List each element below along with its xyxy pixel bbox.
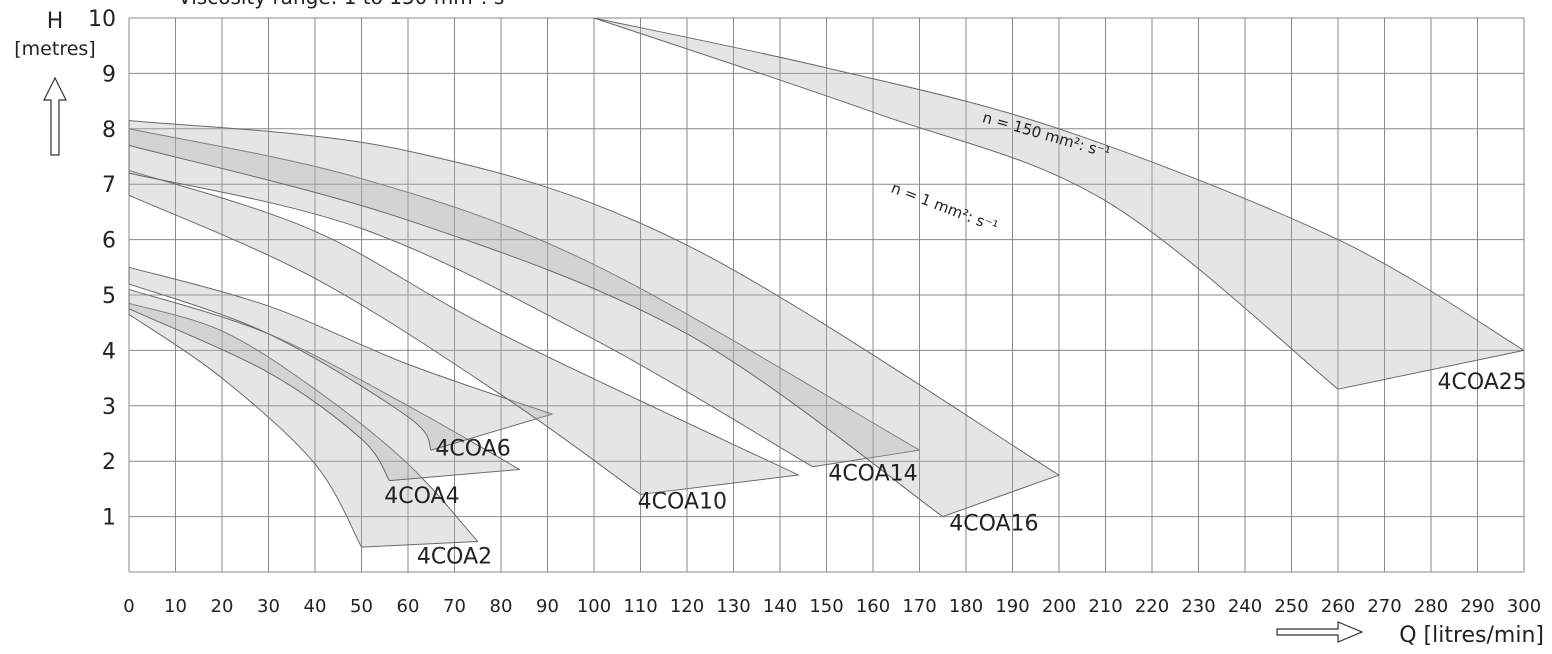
x-tick-label: 280 [1414, 596, 1448, 617]
band-label-4COA6: 4COA6 [435, 437, 510, 462]
y-tick-label: 5 [102, 284, 116, 309]
x-tick-label: 200 [1042, 596, 1076, 617]
x-tick-label: 300 [1507, 596, 1541, 617]
x-tick-label: 130 [716, 596, 750, 617]
x-tick-label: 150 [809, 596, 843, 617]
viscosity-annotation: n = 1 mm²: s⁻¹ [889, 179, 1001, 236]
band-4COA6 [128, 266, 553, 451]
band-label-4COA2: 4COA2 [417, 545, 492, 570]
x-tick-label: 120 [670, 596, 704, 617]
y-tick-label: 3 [102, 395, 116, 420]
x-tick-label: 80 [490, 596, 513, 617]
y-tick-label: 6 [102, 229, 116, 254]
x-tick-label: 30 [257, 596, 280, 617]
x-tick-label: 40 [304, 596, 327, 617]
x-tick-label: 210 [1088, 596, 1122, 617]
y-tick-label: 2 [102, 450, 116, 475]
x-axis-label: Q [litres/min] [1399, 623, 1544, 648]
y-tick-label: 4 [102, 339, 116, 364]
x-tick-label: 240 [1228, 596, 1262, 617]
x-tick-label: 160 [856, 596, 890, 617]
x-tick-label: 260 [1321, 596, 1355, 617]
band-label-4COA14: 4COA14 [828, 462, 917, 487]
band-label-4COA16: 4COA16 [949, 511, 1038, 536]
y-tick-label: 7 [102, 173, 116, 198]
x-tick-label: 10 [164, 596, 187, 617]
x-axis-arrow-icon [1276, 621, 1364, 643]
x-tick-label: 180 [949, 596, 983, 617]
x-tick-label: 140 [763, 596, 797, 617]
x-tick-label: 250 [1274, 596, 1308, 617]
x-tick-label: 0 [123, 596, 134, 617]
y-tick-label: 8 [102, 118, 116, 143]
x-tick-label: 170 [902, 596, 936, 617]
y-axis-label: H [47, 9, 64, 34]
band-4COA25 [593, 17, 1525, 390]
band-4COA10 [128, 169, 800, 495]
band-label-4COA4: 4COA4 [384, 484, 459, 509]
performance-bands [128, 17, 1525, 548]
band-labels: 4COA2 4COA4 4COA6 4COA10 4COA14 4COA16 4COA25 [384, 370, 1527, 570]
y-tick-label: 9 [102, 62, 116, 87]
x-tick-label: 100 [577, 596, 611, 617]
x-tick-label: 230 [1181, 596, 1215, 617]
y-tick-label: 1 [102, 506, 116, 531]
band-4COA2 [128, 302, 479, 548]
x-tick-label: 290 [1460, 596, 1494, 617]
x-tick-label: 50 [350, 596, 373, 617]
y-axis-tick-labels: 1 2 3 4 5 6 7 8 9 10 [88, 7, 116, 531]
band-label-4COA25: 4COA25 [1437, 370, 1526, 395]
x-tick-label: 110 [623, 596, 657, 617]
x-tick-label: 270 [1367, 596, 1401, 617]
y-axis-unit: [metres] [14, 38, 95, 60]
band-4COA16 [128, 119, 1060, 518]
y-tick-label: 10 [88, 7, 116, 32]
x-tick-label: 190 [995, 596, 1029, 617]
x-tick-label: 70 [443, 596, 466, 617]
y-axis-arrow-icon [43, 76, 67, 156]
band-4COA14 [128, 128, 920, 468]
x-tick-label: 220 [1135, 596, 1169, 617]
grid [128, 17, 1525, 573]
x-tick-label: 20 [211, 596, 234, 617]
x-axis-tick-labels: 0 10 20 30 40 50 60 70 80 90 100 110 120 130 140 150 160… [123, 596, 1541, 617]
band-label-4COA10: 4COA10 [638, 489, 727, 514]
chart-title: Viscosity range: 1 to 150 mm²: s⁻¹ [178, 0, 523, 9]
x-tick-label: 90 [536, 596, 559, 617]
x-tick-label: 60 [397, 596, 420, 617]
